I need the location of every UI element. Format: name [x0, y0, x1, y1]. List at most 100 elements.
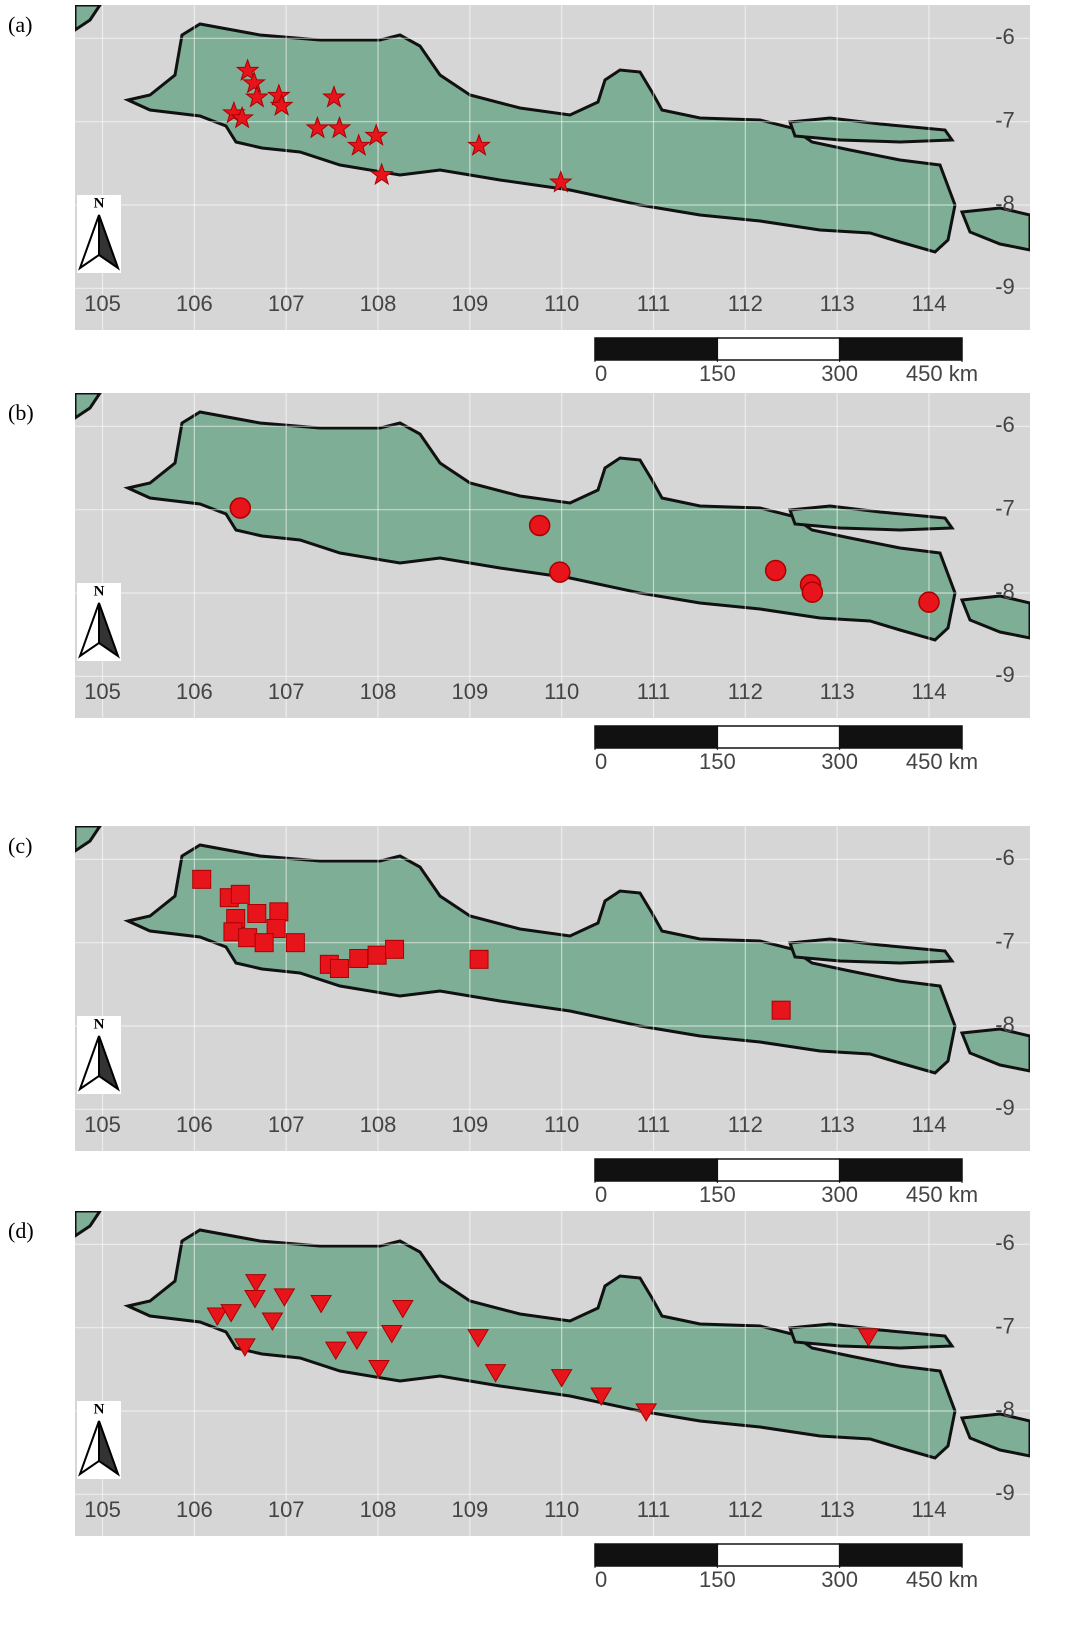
- lon-tick-label: 111: [637, 679, 670, 704]
- lon-tick-label: 114: [911, 291, 946, 316]
- scale-segment: [717, 338, 839, 360]
- scale-label: 150: [699, 1567, 736, 1592]
- site-square: [330, 960, 348, 978]
- north-label: N: [94, 1016, 105, 1032]
- panel-label: (a): [8, 12, 32, 37]
- site-square: [286, 934, 304, 952]
- lon-tick-label: 113: [820, 1497, 855, 1522]
- scale-label: 0: [595, 749, 607, 774]
- lon-tick-label: 106: [176, 291, 213, 316]
- lat-tick-label: -8: [995, 579, 1015, 604]
- site-circle: [230, 498, 250, 518]
- north-label: N: [94, 583, 105, 599]
- scale-segment: [595, 1544, 717, 1566]
- lon-tick-label: 107: [268, 1112, 305, 1137]
- lat-tick-label: -8: [995, 191, 1015, 216]
- lat-tick-label: -9: [995, 274, 1015, 299]
- lat-tick-label: -6: [995, 24, 1015, 49]
- lat-tick-label: -6: [995, 412, 1015, 437]
- scale-label: 0: [595, 1567, 607, 1592]
- lon-tick-label: 105: [84, 1112, 121, 1137]
- panel-label: (c): [8, 833, 32, 858]
- lon-tick-label: 114: [911, 1112, 946, 1137]
- site-square: [255, 934, 273, 952]
- site-circle: [550, 562, 570, 582]
- lat-tick-label: -6: [995, 1230, 1015, 1255]
- lat-tick-label: -9: [995, 662, 1015, 687]
- lon-tick-label: 111: [637, 1112, 670, 1137]
- lon-tick-label: 113: [820, 291, 855, 316]
- lon-tick-label: 112: [728, 1112, 763, 1137]
- scale-segment: [595, 1159, 717, 1181]
- lon-tick-label: 112: [728, 291, 763, 316]
- map-area: [75, 393, 1030, 718]
- lat-tick-label: -6: [995, 845, 1015, 870]
- lon-tick-label: 113: [820, 1112, 855, 1137]
- lon-tick-label: 106: [176, 679, 213, 704]
- site-circle: [530, 516, 550, 536]
- site-square: [772, 1001, 790, 1019]
- site-circle: [766, 561, 786, 581]
- lat-tick-label: -8: [995, 1397, 1015, 1422]
- scale-label: 150: [699, 749, 736, 774]
- map-area: [75, 5, 1030, 330]
- scale-segment: [840, 1159, 962, 1181]
- scale-segment: [595, 726, 717, 748]
- scale-label: 450 km: [906, 1567, 978, 1592]
- scale-label: 150: [699, 1182, 736, 1207]
- scale-label: 450 km: [906, 749, 978, 774]
- scale-segment: [595, 338, 717, 360]
- lon-tick-label: 112: [728, 1497, 763, 1522]
- panel-label: (b): [8, 400, 34, 425]
- lon-tick-label: 106: [176, 1497, 213, 1522]
- scale-label: 450 km: [906, 1182, 978, 1207]
- scale-segment: [840, 1544, 962, 1566]
- lat-tick-label: -7: [995, 928, 1015, 953]
- lon-tick-label: 110: [544, 679, 579, 704]
- scale-label: 450 km: [906, 361, 978, 386]
- site-square: [386, 940, 404, 958]
- lon-tick-label: 108: [360, 291, 397, 316]
- scale-segment: [717, 726, 839, 748]
- site-square: [368, 946, 386, 964]
- scale-label: 0: [595, 361, 607, 386]
- site-square: [470, 950, 488, 968]
- panel-label: (d): [8, 1218, 34, 1243]
- lon-tick-label: 111: [637, 1497, 670, 1522]
- site-square: [193, 870, 211, 888]
- lon-tick-label: 108: [360, 679, 397, 704]
- site-square: [239, 929, 257, 947]
- lat-tick-label: -7: [995, 495, 1015, 520]
- scale-label: 300: [821, 749, 858, 774]
- lon-tick-label: 109: [451, 1112, 488, 1137]
- scale-label: 150: [699, 361, 736, 386]
- lon-tick-label: 112: [728, 679, 763, 704]
- lon-tick-label: 114: [911, 1497, 946, 1522]
- lon-tick-label: 107: [268, 1497, 305, 1522]
- scale-label: 300: [821, 1567, 858, 1592]
- lat-tick-label: -8: [995, 1012, 1015, 1037]
- site-square: [248, 905, 266, 923]
- scale-segment: [717, 1159, 839, 1181]
- lon-tick-label: 105: [84, 679, 121, 704]
- scale-label: 300: [821, 1182, 858, 1207]
- north-label: N: [94, 195, 105, 211]
- scale-segment: [840, 338, 962, 360]
- scale-label: 0: [595, 1182, 607, 1207]
- lat-tick-label: -7: [995, 107, 1015, 132]
- lon-tick-label: 114: [911, 679, 946, 704]
- site-square: [231, 885, 249, 903]
- lon-tick-label: 106: [176, 1112, 213, 1137]
- lat-tick-label: -9: [995, 1480, 1015, 1505]
- north-label: N: [94, 1401, 105, 1417]
- lon-tick-label: 109: [451, 679, 488, 704]
- lon-tick-label: 105: [84, 1497, 121, 1522]
- lon-tick-label: 110: [544, 1497, 579, 1522]
- lon-tick-label: 110: [544, 1112, 579, 1137]
- lon-tick-label: 105: [84, 291, 121, 316]
- scale-segment: [840, 726, 962, 748]
- site-circle: [919, 592, 939, 612]
